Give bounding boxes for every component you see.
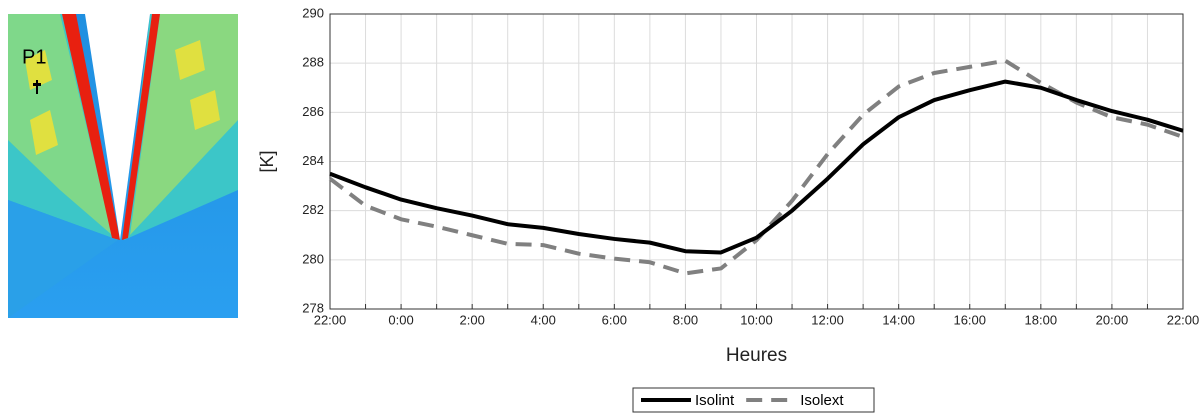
legend-label: Isolint bbox=[695, 392, 735, 409]
y-tick-label: 282 bbox=[302, 202, 324, 217]
x-tick-label: 6:00 bbox=[602, 312, 627, 327]
x-tick-label: 10:00 bbox=[740, 312, 773, 327]
y-tick-label: 290 bbox=[302, 5, 324, 20]
x-tick-label: 12:00 bbox=[811, 312, 844, 327]
data-line bbox=[328, 58, 1184, 276]
x-tick-label: 0:00 bbox=[388, 312, 413, 327]
x-tick-label: 2:00 bbox=[460, 312, 485, 327]
thermal-image: P1 bbox=[8, 14, 238, 318]
y-tick-label: 278 bbox=[302, 300, 324, 315]
point-label: P1 bbox=[22, 46, 46, 68]
y-tick-label: 286 bbox=[302, 104, 324, 119]
y-axis-label: [K] bbox=[257, 150, 277, 172]
legend-label: Isolext bbox=[800, 392, 844, 409]
plot-frame bbox=[329, 13, 1184, 310]
x-tick-label: 18:00 bbox=[1025, 312, 1058, 327]
x-tick-label: 8:00 bbox=[673, 312, 698, 327]
chart: 22:00 0:00 2:00 4:00 6:00 8:00 10:00 12:00 14:00… bbox=[257, 5, 1199, 413]
x-tick-label: 20:00 bbox=[1096, 312, 1129, 327]
x-tick-label: 22:00 bbox=[314, 312, 347, 327]
data-line bbox=[329, 79, 1184, 255]
y-tick-label: 284 bbox=[302, 153, 324, 168]
x-tick-label: 4:00 bbox=[531, 312, 556, 327]
y-tick-label: 280 bbox=[302, 251, 324, 266]
y-tick-label: 288 bbox=[302, 55, 324, 70]
x-tick-label: 22:00 bbox=[1167, 312, 1199, 327]
x-tick-label: 14:00 bbox=[882, 312, 915, 327]
x-axis-label: Heures bbox=[726, 345, 787, 366]
x-tick-label: 16:00 bbox=[953, 312, 986, 327]
